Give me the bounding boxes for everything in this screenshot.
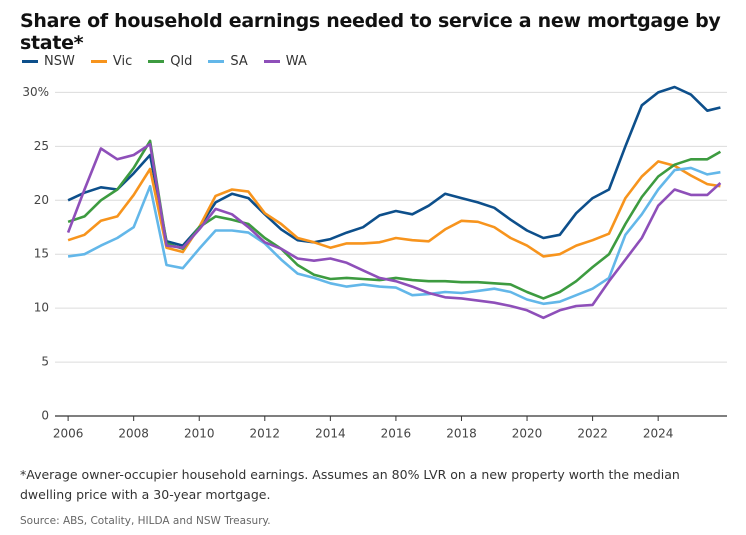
y-tick-label: 30% bbox=[22, 85, 49, 99]
series-line bbox=[66, 142, 722, 320]
chart-title: Share of household earnings needed to se… bbox=[20, 10, 721, 54]
y-tick-label: 0 bbox=[41, 409, 49, 423]
x-tick-label: 2024 bbox=[643, 427, 674, 441]
legend-label: Qld bbox=[170, 54, 193, 69]
legend-swatch bbox=[22, 60, 38, 63]
legend-item: NSW bbox=[22, 54, 75, 69]
x-tick-label: 2022 bbox=[577, 427, 608, 441]
x-tick-label: 2016 bbox=[381, 427, 412, 441]
x-tick-label: 2010 bbox=[184, 427, 215, 441]
series-line bbox=[67, 166, 721, 306]
y-tick-label: 10 bbox=[34, 301, 49, 315]
series-line bbox=[67, 139, 722, 300]
legend-swatch bbox=[263, 60, 280, 63]
y-tick-label: 25 bbox=[34, 139, 49, 153]
legend-item: Qld bbox=[148, 54, 192, 69]
x-tick-label: 2014 bbox=[315, 427, 346, 441]
y-tick-label: 5 bbox=[41, 355, 49, 369]
x-tick-label: 2006 bbox=[53, 427, 84, 441]
footnote: *Average owner-occupier household earnin… bbox=[20, 467, 680, 502]
legend-label: Vic bbox=[112, 54, 133, 69]
legend-label: WA bbox=[285, 54, 307, 69]
source: Source: ABS, Cotality, HILDA and NSW Tre… bbox=[20, 515, 271, 527]
x-tick-label: 2020 bbox=[512, 427, 543, 441]
legend: NSW Vic Qld SA WA bbox=[22, 54, 307, 69]
y-tick-label: 15 bbox=[34, 247, 49, 261]
legend-swatch bbox=[208, 60, 225, 63]
legend-item: Vic bbox=[90, 54, 133, 69]
legend-label: SA bbox=[230, 54, 248, 69]
series-line bbox=[67, 85, 721, 247]
legend-swatch bbox=[90, 60, 107, 63]
legend-item: SA bbox=[208, 54, 248, 69]
x-tick-label: 2008 bbox=[118, 427, 149, 441]
series-line bbox=[67, 160, 721, 258]
legend-swatch bbox=[148, 60, 165, 63]
x-tick-label: 2018 bbox=[446, 427, 477, 441]
x-tick-label: 2012 bbox=[250, 427, 281, 441]
y-tick-label: 20 bbox=[34, 193, 49, 207]
legend-item: WA bbox=[263, 54, 307, 69]
legend-label: NSW bbox=[44, 54, 75, 69]
